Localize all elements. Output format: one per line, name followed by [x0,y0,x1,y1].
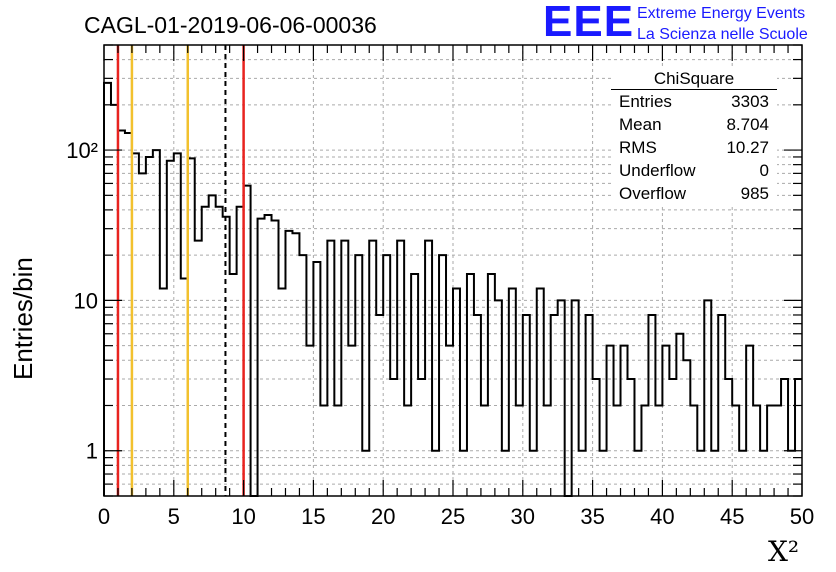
x-tick-label: 45 [720,504,744,529]
histogram-bin [202,207,209,496]
histogram-bin [781,379,788,496]
histogram-bin [704,300,711,496]
stat-row-overflow: Overflow 985 [611,182,777,205]
histogram-bin [299,255,306,496]
histogram-bin [146,157,153,496]
x-tick-label: 15 [301,504,325,529]
x-tick-label: 25 [441,504,465,529]
histogram-bin [153,150,160,496]
histogram-outline [103,81,802,497]
stat-value: 985 [740,184,769,203]
stat-label: Underflow [619,161,696,180]
histogram-bin [558,300,565,496]
eee-logo: EEE [543,0,635,46]
histogram-bin [628,379,635,496]
stat-value: 10.27 [726,138,769,157]
histogram-bin [348,346,355,496]
stat-value: 3303 [731,92,769,111]
histogram-bin [174,153,181,496]
x-tick-label: 40 [650,504,674,529]
grid-lines [104,45,802,496]
y-tick-label: 1 [86,439,98,464]
histogram-bin [272,221,279,496]
stat-row-underflow: Underflow 0 [611,159,777,182]
histogram-bin [258,219,265,496]
x-tick-label: 30 [511,504,535,529]
chart-title: CAGL-01-2019-06-06-00036 [84,12,377,38]
x-axis-label: Χ² [768,535,800,568]
stat-value: 0 [759,161,769,180]
stats-box: ChiSquare Entries 3303 Mean 8.704 RMS 10… [611,67,777,207]
y-axis-label: Entries/bin [8,257,38,380]
logo-line-2: La Scienza nelle Scuole [637,26,808,43]
histogram-bin [285,231,292,496]
histogram-bin [669,379,676,496]
histogram-bin [292,233,299,496]
y-tick-label: 10² [66,138,98,163]
histogram-bin [725,379,732,496]
histogram-bin [355,255,362,496]
histogram-bin [621,346,628,496]
x-tick-label: 35 [580,504,604,529]
x-tick-label: 20 [371,504,395,529]
histogram-bin [139,173,146,496]
stat-label: Overflow [619,184,687,203]
logo-line-1: Extreme Energy Events [637,5,806,22]
stat-label: RMS [619,138,657,157]
histogram-bin [593,379,600,496]
histogram-bars [103,81,802,497]
histogram-bin [265,215,272,496]
stat-value: 8.704 [726,115,769,134]
stat-row-rms: RMS 10.27 [611,136,777,159]
stat-row-entries: Entries 3303 [611,90,777,113]
histogram-bin [439,255,446,496]
histogram-bin [683,360,690,496]
histogram-bin [662,346,669,496]
histogram-bin [390,379,397,496]
histogram-bin [167,161,174,496]
stat-label: Mean [619,115,662,134]
histogram-bin [746,346,753,496]
axes: 0 5 10 15 20 25 30 35 40 45 50 1 10 10² [66,44,814,529]
histogram-bin [676,334,683,496]
histogram-bin [495,300,502,496]
histogram-bin [572,300,579,496]
stat-label: Entries [619,92,672,111]
histogram-bin [383,255,390,496]
histogram-bin [216,207,223,496]
histogram-bin [607,346,614,496]
x-tick-label: 0 [98,504,110,529]
histogram-bin [418,379,425,496]
histogram-bin [446,346,453,496]
histogram-bin [306,346,313,496]
x-tick-label: 50 [790,504,814,529]
y-tick-label: 10 [74,288,98,313]
stat-row-mean: Mean 8.704 [611,113,777,136]
histogram-bin [795,379,802,496]
histogram-bin [104,83,111,496]
marker-lines [116,45,245,496]
x-tick-label: 5 [168,504,180,529]
x-tick-label: 10 [231,504,255,529]
stats-title: ChiSquare [611,67,777,90]
